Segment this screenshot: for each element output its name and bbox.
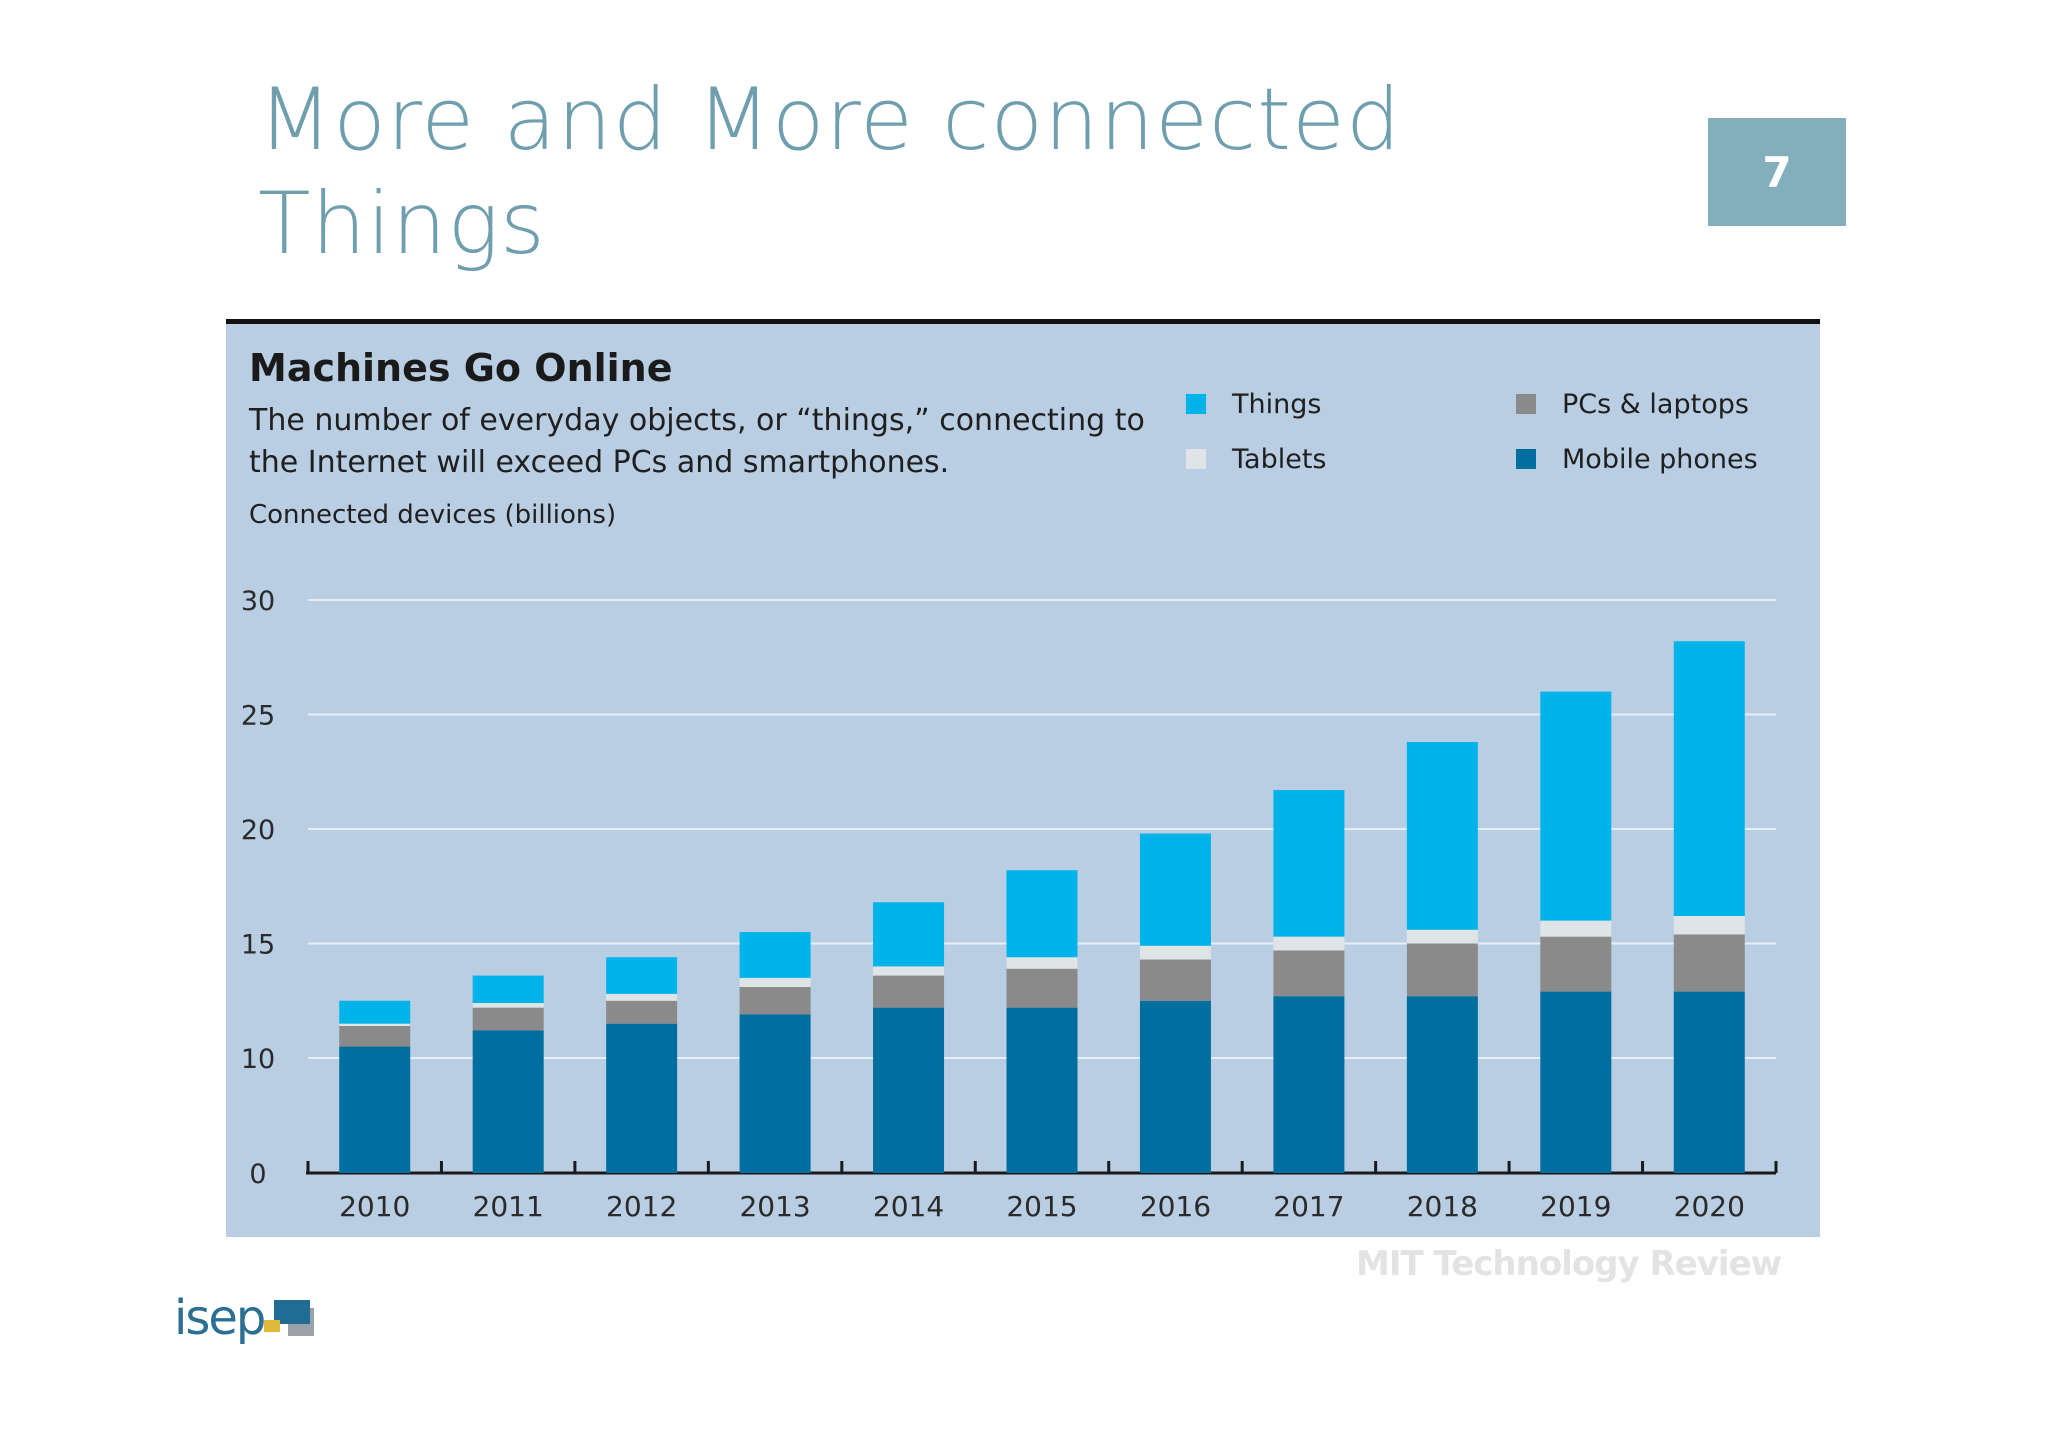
bar-segment-mobile <box>606 1023 678 1173</box>
legend-item-mobile: Mobile phones <box>1516 439 1758 479</box>
y-tick-label: 15 <box>241 930 275 961</box>
bar-segment-things <box>472 975 544 1004</box>
x-tick-label: 2020 <box>1674 1190 1745 1223</box>
legend-swatch-pcs <box>1516 394 1536 414</box>
y-tick-label: 10 <box>241 1044 275 1075</box>
legend-swatch-things <box>1186 394 1206 414</box>
y-tick-label: 20 <box>241 815 275 846</box>
bar-segment-pcs <box>1273 950 1345 997</box>
bar-segment-tablets <box>1273 936 1345 951</box>
bar-segment-things <box>1139 833 1211 946</box>
bar-segment-mobile <box>739 1014 811 1173</box>
bar-segment-tablets <box>339 1023 411 1026</box>
chart-subtitle: The number of everyday objects, or “thin… <box>249 403 1145 480</box>
legend-label-pcs: PCs & laptops <box>1562 388 1749 420</box>
bar-segment-pcs <box>1540 936 1612 992</box>
bar-segment-tablets <box>1673 916 1745 935</box>
x-tick-label: 2010 <box>339 1190 410 1223</box>
bar-segment-tablets <box>606 993 678 1001</box>
bar-segment-things <box>873 902 945 967</box>
bar-segment-mobile <box>1273 996 1345 1173</box>
bar-segment-things <box>1673 641 1745 917</box>
legend-swatch-mobile <box>1516 449 1536 469</box>
x-tick-label: 2019 <box>1540 1190 1611 1223</box>
bar-segment-things <box>1540 691 1612 921</box>
bar-segment-things <box>1406 741 1478 930</box>
y-tick-label: 25 <box>241 701 275 732</box>
bar-segment-things <box>1273 790 1345 937</box>
bar-segment-mobile <box>1540 991 1612 1173</box>
legend-label-things: Things <box>1232 388 1322 420</box>
bar-segment-mobile <box>1406 996 1478 1173</box>
bar-segment-tablets <box>1406 929 1478 944</box>
bar-segment-tablets <box>1006 957 1078 969</box>
legend-label-tablets: Tablets <box>1232 443 1327 475</box>
bar-segment-tablets <box>1540 920 1612 937</box>
x-tick-label: 2015 <box>1006 1190 1077 1223</box>
bar-segment-mobile <box>472 1030 544 1173</box>
bar-segment-things <box>339 1000 411 1024</box>
bar-segment-tablets <box>739 977 811 988</box>
x-tick-label: 2011 <box>473 1190 544 1223</box>
x-tick-label: 2012 <box>606 1190 677 1223</box>
bar-segment-mobile <box>339 1046 411 1173</box>
chart-legend: Things PCs & laptops Tablets Mobile phon… <box>1186 384 1806 494</box>
bar-segment-mobile <box>873 1007 945 1173</box>
bar-segment-things <box>1006 870 1078 958</box>
bar-segment-mobile <box>1006 1007 1078 1173</box>
legend-label-mobile: Mobile phones <box>1562 443 1758 475</box>
bar-segment-things <box>606 957 678 994</box>
x-tick-label: 2016 <box>1140 1190 1211 1223</box>
bar-segment-tablets <box>873 966 945 976</box>
bar-segment-pcs <box>1673 934 1745 992</box>
bar-segment-pcs <box>1406 943 1478 997</box>
x-tick-label: 2013 <box>739 1190 810 1223</box>
slide-title: More and More connected Things <box>258 70 1402 274</box>
chart-title: Machines Go Online <box>249 346 673 390</box>
y-tick-label: 0 <box>249 1159 266 1190</box>
legend-item-tablets: Tablets <box>1186 439 1326 479</box>
bar-segment-mobile <box>1673 991 1745 1173</box>
source-credit: MIT Technology Review <box>1356 1244 1782 1284</box>
x-tick-label: 2018 <box>1407 1190 1478 1223</box>
bar-segment-things <box>739 932 811 978</box>
chart-panel: Machines Go Online The number of everyda… <box>226 319 1820 1237</box>
logo-text: isep <box>174 1290 266 1346</box>
bar-segment-pcs <box>739 987 811 1015</box>
x-tick-label: 2017 <box>1273 1190 1344 1223</box>
y-axis-label: Connected devices (billions) <box>249 500 617 530</box>
isep-logo: isep <box>174 1290 314 1360</box>
bar-segment-mobile <box>1139 1000 1211 1173</box>
bar-segment-pcs <box>606 1000 678 1024</box>
legend-item-things: Things <box>1186 384 1321 424</box>
bar-segment-pcs <box>472 1007 544 1031</box>
legend-swatch-tablets <box>1186 449 1206 469</box>
page-number: 7 <box>1762 147 1792 197</box>
x-tick-label: 2014 <box>873 1190 944 1223</box>
bar-segment-tablets <box>1139 945 1211 960</box>
y-tick-label: 30 <box>241 586 275 617</box>
bar-segment-pcs <box>339 1025 411 1047</box>
page-number-badge: 7 <box>1708 118 1846 226</box>
bar-segment-pcs <box>1006 968 1078 1008</box>
bar-segment-pcs <box>873 975 945 1008</box>
logo-mark-icon <box>264 1300 314 1336</box>
bar-segment-tablets <box>472 1003 544 1008</box>
stacked-bar-chart: 0 10 15 20 25 30 2010 2011 2012 2013 2014 2015 2016 2… <box>241 586 1778 1223</box>
legend-item-pcs: PCs & laptops <box>1516 384 1749 424</box>
bar-segment-pcs <box>1139 959 1211 1001</box>
